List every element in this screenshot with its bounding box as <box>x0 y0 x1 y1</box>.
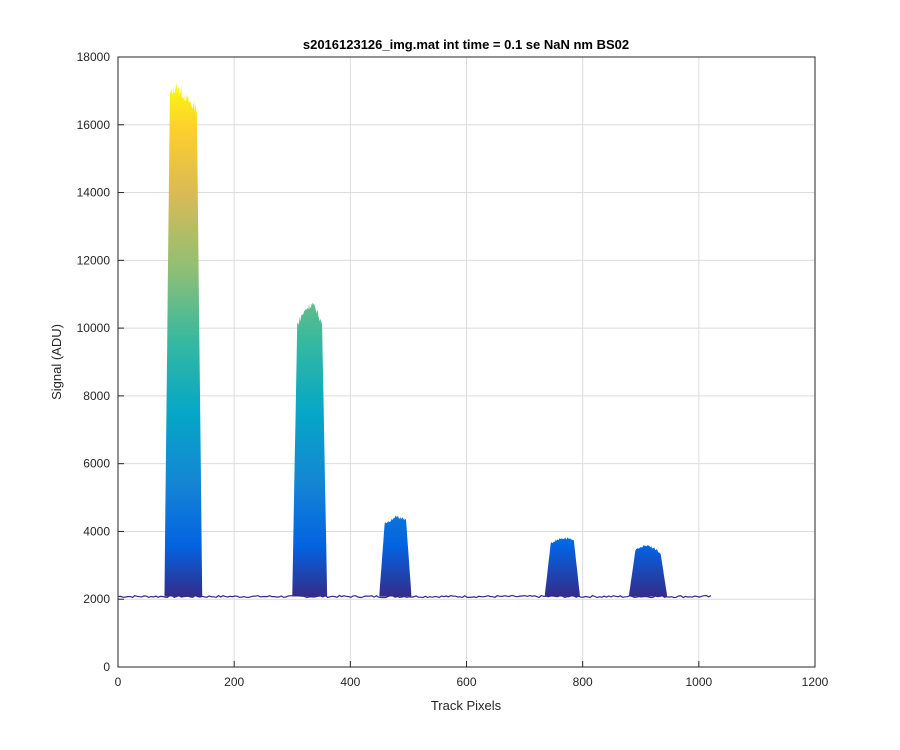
y-tick-label: 0 <box>103 660 110 674</box>
chart-title: s2016123126_img.mat int time = 0.1 se Na… <box>303 37 629 52</box>
x-tick-label: 0 <box>115 675 122 689</box>
signal-peak <box>544 537 580 597</box>
y-axis: 0 2000 4000 6000 8000 10000 12000 14000 16000 180… <box>77 50 124 674</box>
y-axis-title: Signal (ADU) <box>49 324 64 400</box>
y-tick-label: 6000 <box>83 457 110 471</box>
x-tick-label: 1200 <box>802 675 829 689</box>
signal-peak <box>379 515 412 597</box>
y-tick-label: 14000 <box>77 186 111 200</box>
signal-peak <box>292 303 328 597</box>
x-tick-label: 800 <box>573 675 593 689</box>
x-tick-label: 200 <box>224 675 244 689</box>
x-tick-label: 1000 <box>685 675 712 689</box>
y-tick-label: 2000 <box>83 592 110 606</box>
x-axis-title: Track Pixels <box>431 698 502 713</box>
y-tick-label: 4000 <box>83 524 110 538</box>
signal-peak <box>164 84 203 597</box>
grid <box>118 57 815 667</box>
y-tick-label: 10000 <box>77 321 111 335</box>
y-tick-label: 12000 <box>77 253 111 267</box>
x-tick-label: 400 <box>340 675 360 689</box>
y-tick-label: 8000 <box>83 389 110 403</box>
baseline-line <box>118 594 712 599</box>
x-tick-label: 600 <box>456 675 476 689</box>
signal-peak <box>629 544 667 597</box>
y-tick-label: 16000 <box>77 118 111 132</box>
y-tick-label: 18000 <box>77 50 111 64</box>
x-axis: 0 200 400 600 800 1000 1200 <box>115 661 829 689</box>
signal-series <box>118 84 712 599</box>
